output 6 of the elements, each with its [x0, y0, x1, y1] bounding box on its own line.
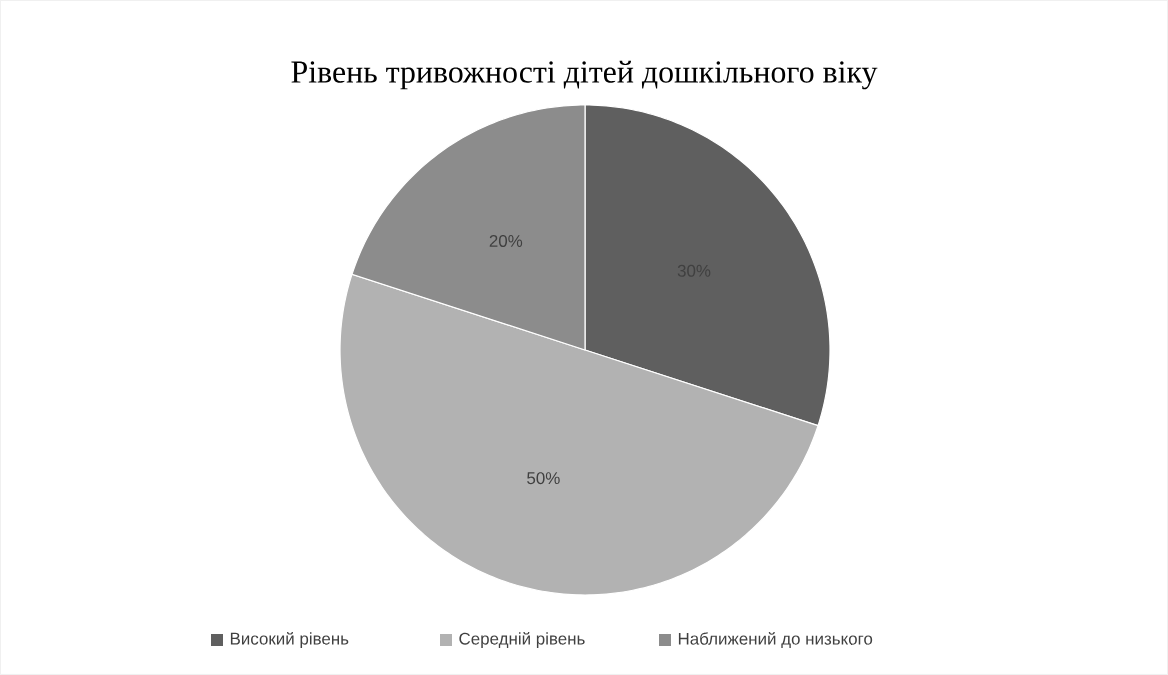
chart-title: Рівень тривожності дітей дошкільного віку [291, 60, 878, 90]
data-label: 50% [527, 472, 560, 485]
legend-label: Високий рівень [230, 631, 349, 649]
legend-label: Середній рівень [459, 631, 585, 649]
legend-label: Наближений до низького [678, 632, 873, 648]
data-label: 20% [489, 234, 523, 247]
